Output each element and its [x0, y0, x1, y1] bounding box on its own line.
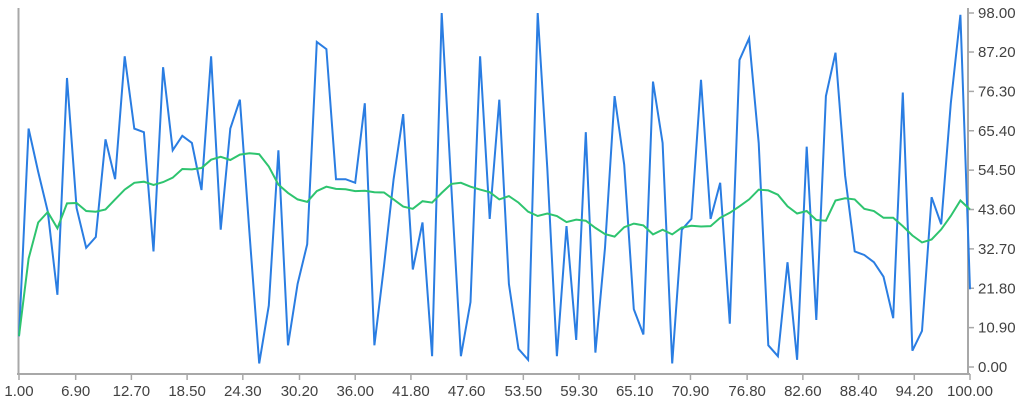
x-tick-label: 36.00	[336, 383, 374, 400]
x-tick-label: 53.50	[505, 383, 543, 400]
x-tick-label: 1.00	[4, 383, 33, 400]
x-tick-label: 70.90	[672, 383, 710, 400]
x-tick-label: 47.60	[448, 383, 486, 400]
x-tick-label: 41.80	[392, 383, 430, 400]
x-tick-label: 65.10	[616, 383, 654, 400]
x-tick-label: 76.80	[728, 383, 766, 400]
x-tick-label: 94.20	[896, 383, 934, 400]
y-tick-label: 32.70	[978, 241, 1016, 258]
x-tick-label: 82.60	[784, 383, 822, 400]
x-tick-label: 88.40	[840, 383, 878, 400]
series-line-raw	[18, 12, 971, 364]
x-tick-label: 100.00	[947, 383, 993, 400]
y-tick-label: 0.00	[978, 359, 1007, 376]
x-tick-label: 18.50	[168, 383, 206, 400]
y-tick-label: 98.00	[978, 5, 1016, 22]
x-tick-label: 59.30	[560, 383, 598, 400]
y-tick-label: 21.80	[978, 280, 1016, 297]
y-tick-label: 54.50	[978, 162, 1016, 179]
x-tick-label: 24.30	[224, 383, 262, 400]
x-tick-label: 12.70	[113, 383, 151, 400]
y-tick-label: 65.40	[978, 123, 1016, 140]
y-tick-label: 43.60	[978, 202, 1016, 219]
y-tick-label: 87.20	[978, 44, 1016, 61]
x-tick-label: 30.20	[281, 383, 319, 400]
series-line-moving-average	[18, 152, 971, 337]
x-tick-label: 6.90	[61, 383, 90, 400]
y-tick-label: 10.90	[978, 320, 1016, 337]
y-tick-label: 76.30	[978, 83, 1016, 100]
